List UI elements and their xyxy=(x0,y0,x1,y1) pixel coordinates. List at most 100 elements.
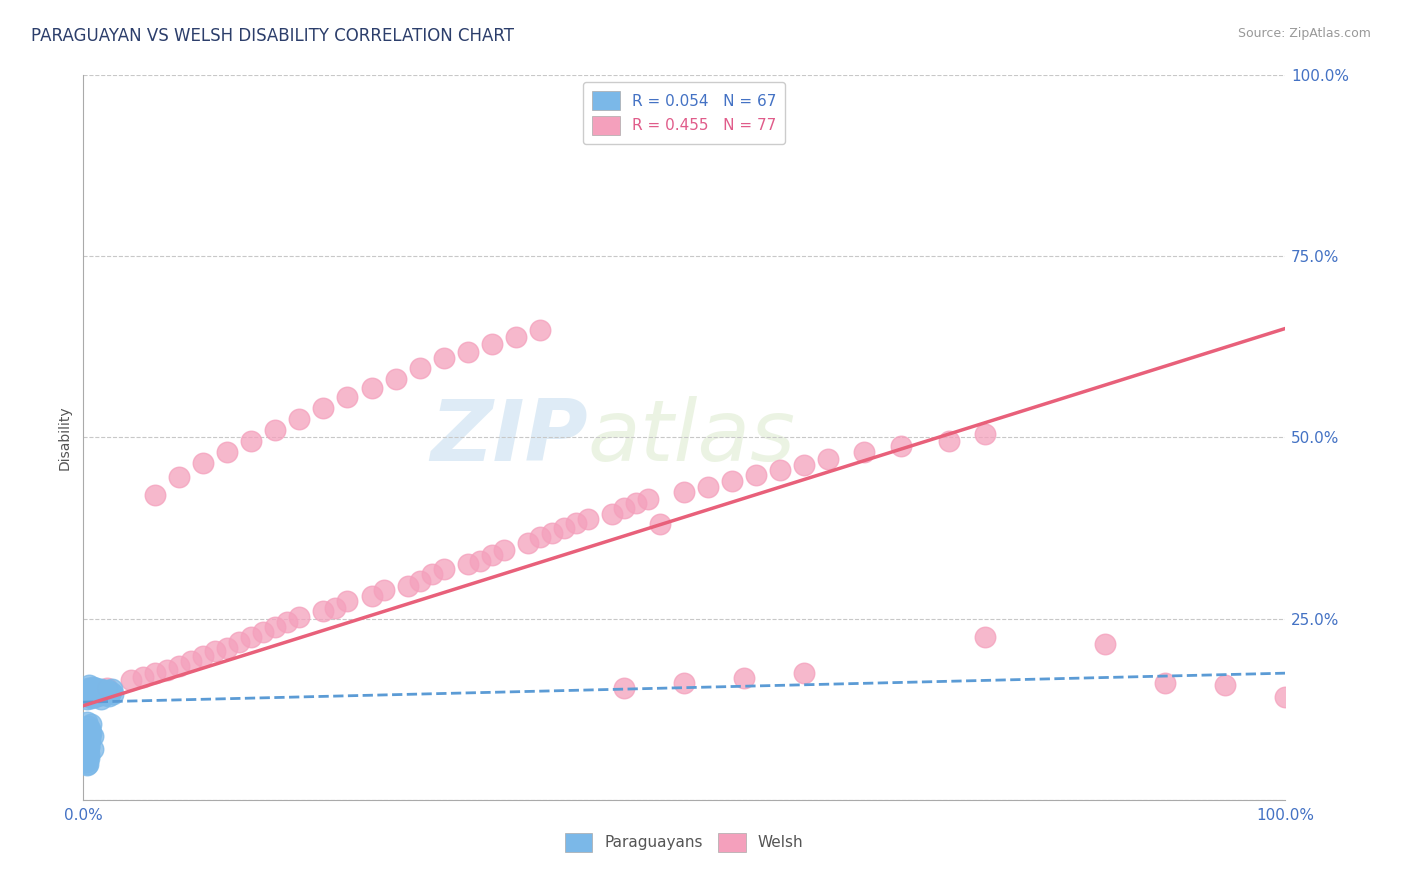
Point xyxy=(143,488,166,502)
Point xyxy=(180,654,202,668)
Y-axis label: Disability: Disability xyxy=(58,405,72,470)
Point xyxy=(433,351,456,365)
Point xyxy=(336,593,359,607)
Point xyxy=(1274,690,1296,705)
Point xyxy=(745,468,768,483)
Point xyxy=(553,521,575,535)
Point xyxy=(80,726,103,740)
Point xyxy=(408,574,430,588)
Point xyxy=(80,682,103,697)
Point xyxy=(167,659,190,673)
Point xyxy=(457,344,479,359)
Point xyxy=(973,630,995,644)
Point xyxy=(420,566,443,581)
Point xyxy=(360,589,382,603)
Point xyxy=(77,747,100,762)
Point xyxy=(82,686,104,700)
Point xyxy=(396,579,419,593)
Point xyxy=(75,740,97,755)
Point xyxy=(336,391,359,405)
Point xyxy=(86,690,108,704)
Point xyxy=(697,480,720,494)
Point xyxy=(217,640,239,655)
Point xyxy=(240,630,263,644)
Point xyxy=(76,753,98,767)
Point xyxy=(82,680,104,694)
Point xyxy=(76,714,98,729)
Point xyxy=(276,615,298,630)
Point xyxy=(541,526,564,541)
Point xyxy=(77,678,100,692)
Point xyxy=(120,673,142,688)
Point xyxy=(264,423,287,437)
Point xyxy=(90,691,112,706)
Point xyxy=(204,644,226,658)
Point xyxy=(793,666,815,681)
Point xyxy=(132,670,155,684)
Point xyxy=(76,735,98,749)
Point xyxy=(87,686,110,700)
Point xyxy=(82,729,104,743)
Point xyxy=(93,688,115,702)
Point xyxy=(167,470,190,484)
Point xyxy=(505,330,527,344)
Point xyxy=(384,372,406,386)
Point xyxy=(468,554,491,568)
Point xyxy=(228,635,250,649)
Point xyxy=(76,749,98,764)
Point xyxy=(565,516,588,530)
Point xyxy=(79,687,101,701)
Point xyxy=(94,684,117,698)
Text: atlas: atlas xyxy=(588,396,796,479)
Point xyxy=(673,675,696,690)
Point xyxy=(76,691,98,706)
Point xyxy=(1154,675,1177,690)
Point xyxy=(84,683,107,698)
Point xyxy=(76,746,98,760)
Point xyxy=(264,620,287,634)
Point xyxy=(312,605,335,619)
Point xyxy=(90,682,112,697)
Text: PARAGUAYAN VS WELSH DISABILITY CORRELATION CHART: PARAGUAYAN VS WELSH DISABILITY CORRELATI… xyxy=(31,27,515,45)
Point xyxy=(457,558,479,572)
Point xyxy=(79,729,101,743)
Point xyxy=(76,756,98,770)
Point xyxy=(82,742,104,756)
Text: Source: ZipAtlas.com: Source: ZipAtlas.com xyxy=(1237,27,1371,40)
Point xyxy=(76,682,98,697)
Point xyxy=(89,685,111,699)
Point xyxy=(637,491,659,506)
Point xyxy=(529,531,551,545)
Point xyxy=(86,684,108,698)
Point xyxy=(76,758,98,772)
Point xyxy=(76,737,98,751)
Point xyxy=(89,688,111,702)
Point xyxy=(492,542,515,557)
Point xyxy=(96,686,118,700)
Point xyxy=(288,610,311,624)
Point xyxy=(721,474,744,488)
Point xyxy=(87,682,110,697)
Point xyxy=(481,337,503,351)
Point xyxy=(193,456,215,470)
Point xyxy=(481,548,503,562)
Point xyxy=(673,484,696,499)
Point xyxy=(100,685,122,699)
Point xyxy=(973,426,995,441)
Point xyxy=(1213,678,1236,692)
Point xyxy=(79,684,101,698)
Point xyxy=(77,739,100,753)
Point xyxy=(76,690,98,704)
Point xyxy=(312,401,335,416)
Point xyxy=(84,681,107,696)
Point xyxy=(516,535,538,549)
Point xyxy=(79,722,101,736)
Point xyxy=(93,682,115,697)
Point xyxy=(733,671,755,685)
Point xyxy=(769,463,792,477)
Point xyxy=(76,731,98,746)
Point xyxy=(77,724,100,739)
Point xyxy=(624,495,647,509)
Point xyxy=(408,361,430,376)
Point xyxy=(288,412,311,426)
